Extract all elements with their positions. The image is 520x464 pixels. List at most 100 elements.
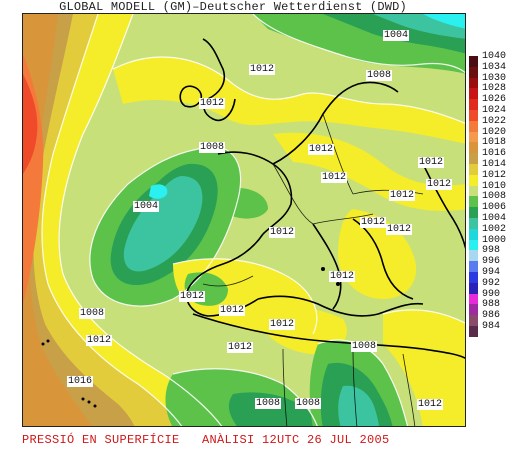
legend-entry: 990	[469, 289, 519, 305]
legend-entry: 1020	[469, 127, 519, 143]
legend-entry: 998	[469, 245, 519, 262]
legend-swatch	[469, 228, 478, 240]
legend-label: 1008	[482, 191, 507, 203]
isobar-label: 1004	[133, 201, 160, 212]
legend-label: 1010	[482, 180, 507, 192]
isobar-label: 1012	[360, 217, 387, 228]
isobar-label: 1012	[418, 157, 445, 168]
legend-swatch	[469, 66, 478, 78]
legend-swatch	[469, 120, 478, 132]
legend-label: 1022	[482, 115, 507, 127]
legend-label: 986	[482, 310, 501, 322]
legend-swatch	[469, 109, 478, 121]
legend-label: 1016	[482, 148, 507, 160]
legend-label: 994	[482, 266, 501, 278]
legend-label: 1006	[482, 202, 507, 214]
legend-label: 1004	[482, 212, 507, 224]
legend-label: 1020	[482, 126, 507, 138]
legend-label: 1030	[482, 72, 507, 84]
isobar-label: 1008	[351, 341, 378, 352]
pressure-map: 1004 1008 1012 1012 1008 1012 1012 1012 …	[22, 13, 466, 427]
legend-swatch	[469, 163, 478, 175]
legend-entry: 1040	[469, 51, 519, 67]
isobar-label: 1012	[329, 271, 356, 282]
legend-label: 1034	[482, 61, 507, 73]
legend-entry: 1018	[469, 137, 519, 154]
legend-swatch	[469, 304, 478, 316]
legend-swatch	[469, 174, 478, 186]
isobar-label: 1008	[79, 308, 106, 319]
isobar-label: 1012	[308, 144, 335, 155]
legend-label: 1026	[482, 94, 507, 106]
isobar-label: 1012	[321, 172, 348, 183]
legend-entry: 1002	[469, 224, 519, 240]
legend-entry: 1030	[469, 73, 519, 89]
legend-entry: 1028	[469, 83, 519, 100]
legend-entry: 994	[469, 267, 519, 283]
map-title: GLOBAL MODELL (GM)–Deutscher Wetterdiens…	[59, 0, 407, 14]
isobar-label: 1012	[199, 98, 226, 109]
isobar-label: 1016	[67, 376, 94, 387]
legend-label: 1000	[482, 234, 507, 246]
legend-entry: 1034	[469, 62, 519, 78]
legend-entry: 1000	[469, 235, 519, 251]
isobar-label: 1008	[199, 142, 226, 153]
legend-entry: 988	[469, 299, 519, 316]
legend-entry: 1006	[469, 202, 519, 218]
legend-swatch	[469, 250, 478, 262]
isobar-label: 1012	[179, 291, 206, 302]
isobar-label: 1012	[86, 335, 113, 346]
legend-label: 1014	[482, 158, 507, 170]
isobar-label: 1012	[269, 319, 296, 330]
legend-swatch	[469, 315, 478, 326]
map-caption: PRESSIÓ EN SUPERFÍCIE ANÀLISI 12UTC 26 J…	[22, 433, 390, 447]
legend-label: 992	[482, 277, 501, 289]
legend-swatch	[469, 293, 478, 305]
legend-entry: 1022	[469, 116, 519, 132]
isobar-label: 1012	[389, 190, 416, 201]
legend-entry: 1008	[469, 191, 519, 208]
legend-entry: 992	[469, 278, 519, 294]
legend-swatch	[469, 77, 478, 89]
legend-swatch	[469, 325, 478, 337]
pressure-legend: 1040 1034 1030 1028 1026 1024 1022 1020 1018 1016…	[469, 51, 519, 337]
legend-swatch	[469, 196, 478, 208]
legend-label: 1012	[482, 169, 507, 181]
isobar-label: 1008	[295, 398, 322, 409]
isobar-label: 1004	[383, 30, 410, 41]
legend-swatch	[469, 185, 478, 197]
legend-swatch	[469, 282, 478, 294]
legend-entry: 1014	[469, 159, 519, 175]
legend-swatch	[469, 88, 478, 100]
legend-entry: 1024	[469, 105, 519, 121]
legend-swatch	[469, 271, 478, 283]
isobar-label: 1012	[219, 305, 246, 316]
legend-swatch	[469, 131, 478, 143]
legend-swatch	[469, 261, 478, 272]
legend-entry: 984	[469, 321, 519, 337]
isobar-label: 1012	[269, 227, 296, 238]
legend-swatch	[469, 99, 478, 110]
isobar-label: 1012	[417, 399, 444, 410]
isobar-label: 1012	[386, 224, 413, 235]
legend-swatch	[469, 217, 478, 229]
legend-label: 1018	[482, 137, 507, 149]
legend-label: 996	[482, 256, 501, 268]
legend-swatch	[469, 142, 478, 154]
legend-entry: 986	[469, 310, 519, 326]
legend-label: 1002	[482, 223, 507, 235]
legend-label: 984	[482, 320, 501, 332]
legend-label: 998	[482, 245, 501, 257]
legend-swatch	[469, 153, 478, 164]
legend-label: 1028	[482, 83, 507, 95]
isobar-label: 1008	[366, 70, 393, 81]
legend-entry: 1012	[469, 170, 519, 186]
legend-label: 1024	[482, 104, 507, 116]
isobar-label: 1008	[255, 398, 282, 409]
legend-swatch	[469, 239, 478, 251]
pressure-field	[23, 14, 465, 426]
legend-entry: 996	[469, 256, 519, 272]
isobar-label: 1012	[426, 179, 453, 190]
legend-swatch	[469, 56, 478, 67]
isobar-label: 1012	[249, 64, 276, 75]
